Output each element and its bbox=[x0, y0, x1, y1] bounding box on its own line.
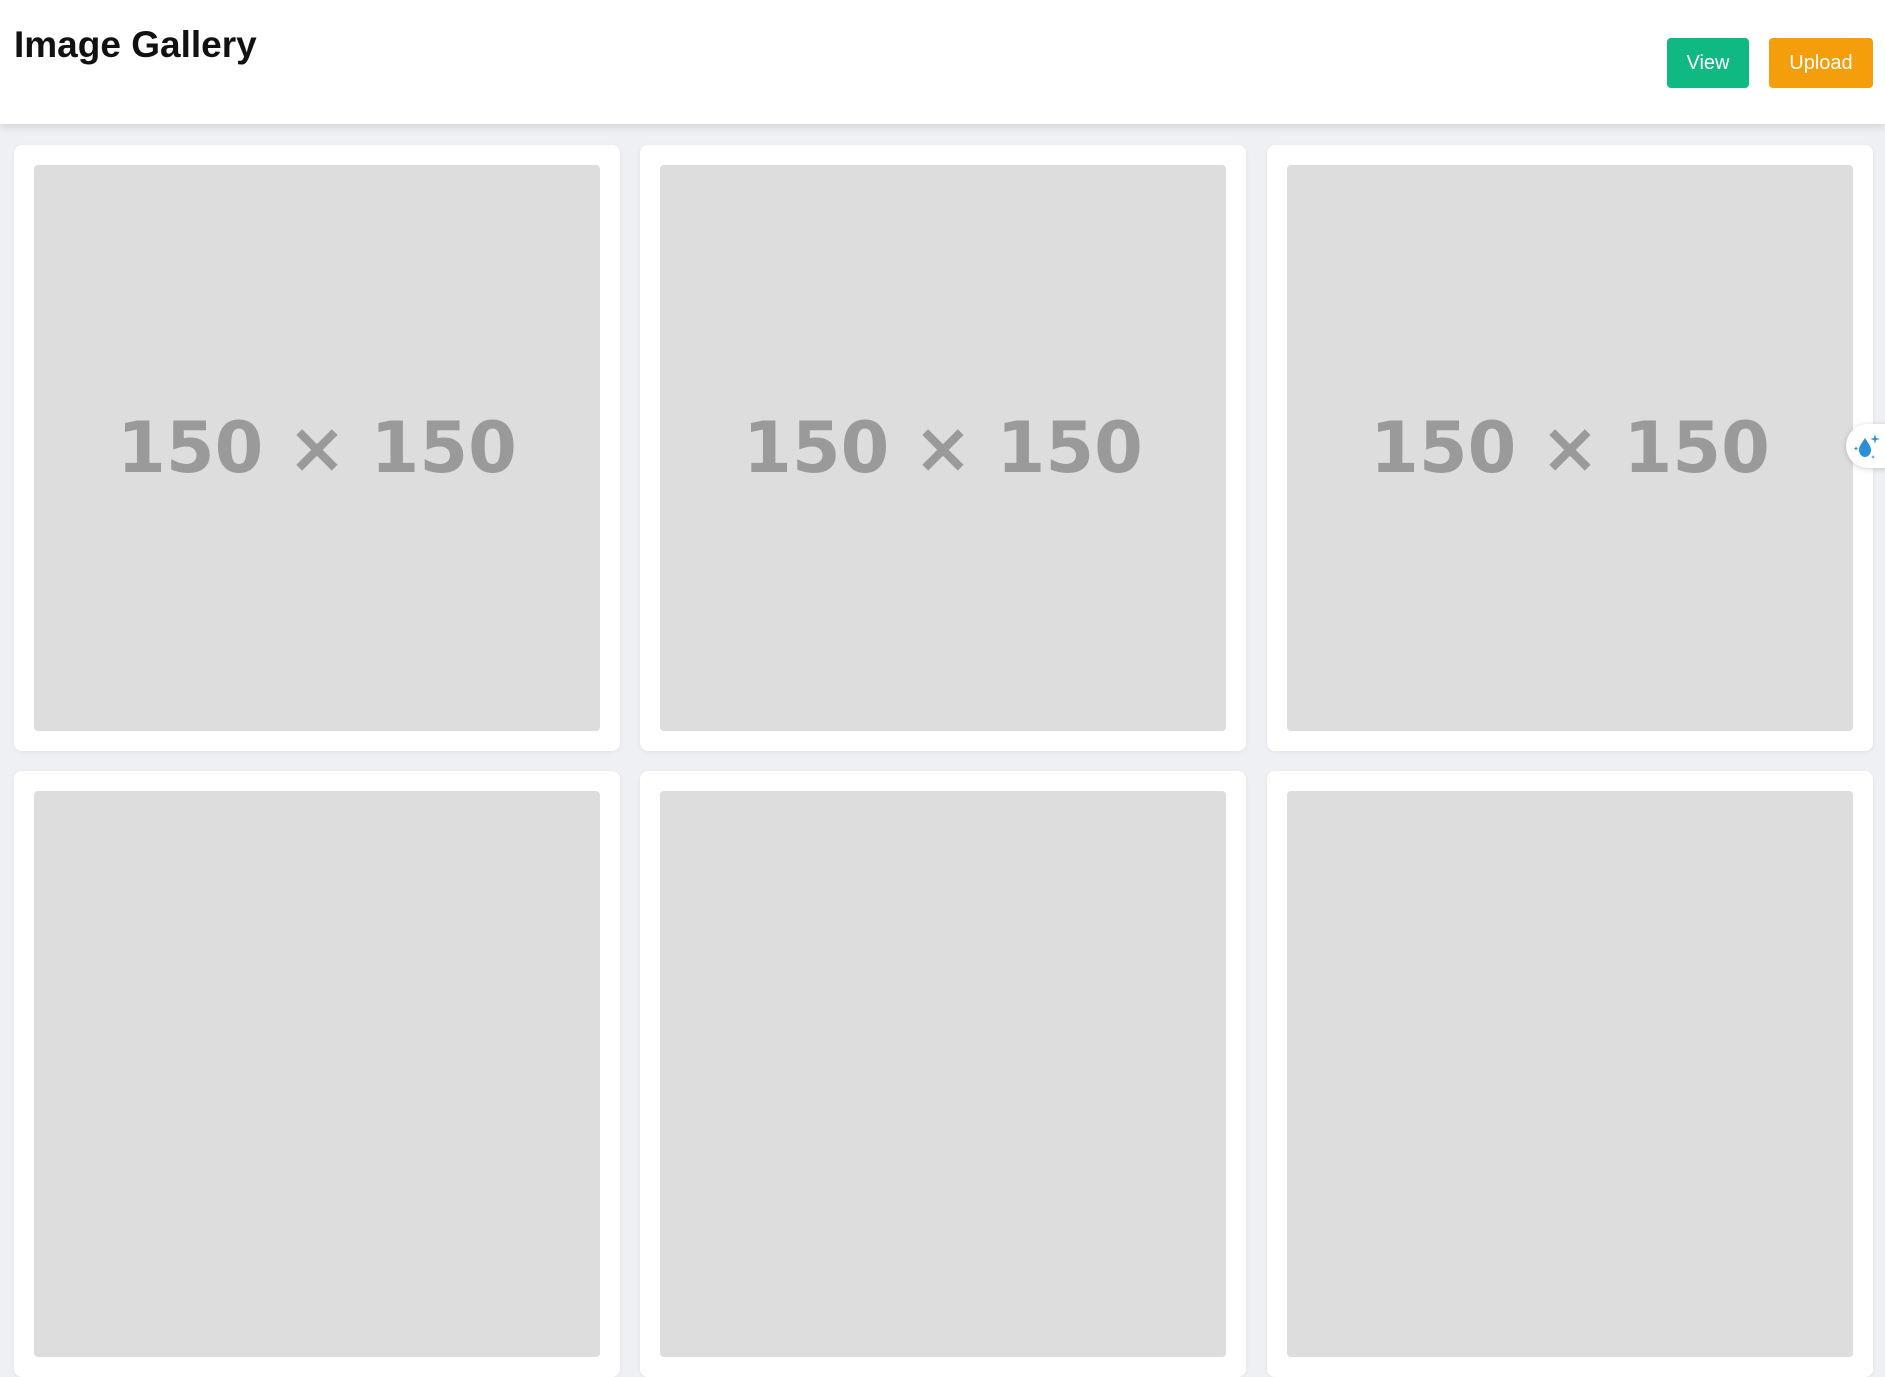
view-button[interactable]: View bbox=[1667, 38, 1749, 88]
gallery-card[interactable]: 150 × 150 bbox=[14, 145, 620, 751]
gallery-card[interactable] bbox=[14, 771, 620, 1377]
water-drop-sparkle-icon bbox=[1853, 434, 1880, 459]
image-placeholder[interactable]: 150 × 150 bbox=[34, 165, 600, 731]
gallery-card[interactable]: 150 × 150 bbox=[1267, 145, 1873, 751]
image-grid: 150 × 150 150 × 150 150 × 150 bbox=[14, 145, 1873, 1377]
floating-assistant-button[interactable] bbox=[1846, 424, 1885, 468]
image-placeholder-label bbox=[34, 791, 600, 1357]
gallery-card[interactable] bbox=[1267, 771, 1873, 1377]
gallery-card[interactable]: 150 × 150 bbox=[640, 145, 1246, 751]
image-placeholder[interactable]: 150 × 150 bbox=[1287, 165, 1853, 731]
image-placeholder-label bbox=[660, 791, 1226, 1357]
image-placeholder[interactable] bbox=[34, 791, 600, 1357]
gallery-card[interactable] bbox=[640, 771, 1246, 1377]
image-placeholder-label: 150 × 150 bbox=[1370, 407, 1770, 489]
image-placeholder-label bbox=[1287, 791, 1853, 1357]
image-placeholder[interactable] bbox=[660, 791, 1226, 1357]
upload-button[interactable]: Upload bbox=[1769, 38, 1873, 88]
image-placeholder-label: 150 × 150 bbox=[743, 407, 1143, 489]
image-placeholder-label: 150 × 150 bbox=[117, 407, 517, 489]
app-header: Image Gallery View Upload bbox=[0, 0, 1885, 124]
image-placeholder[interactable] bbox=[1287, 791, 1853, 1357]
image-placeholder[interactable]: 150 × 150 bbox=[660, 165, 1226, 731]
page-title: Image Gallery bbox=[14, 24, 257, 65]
